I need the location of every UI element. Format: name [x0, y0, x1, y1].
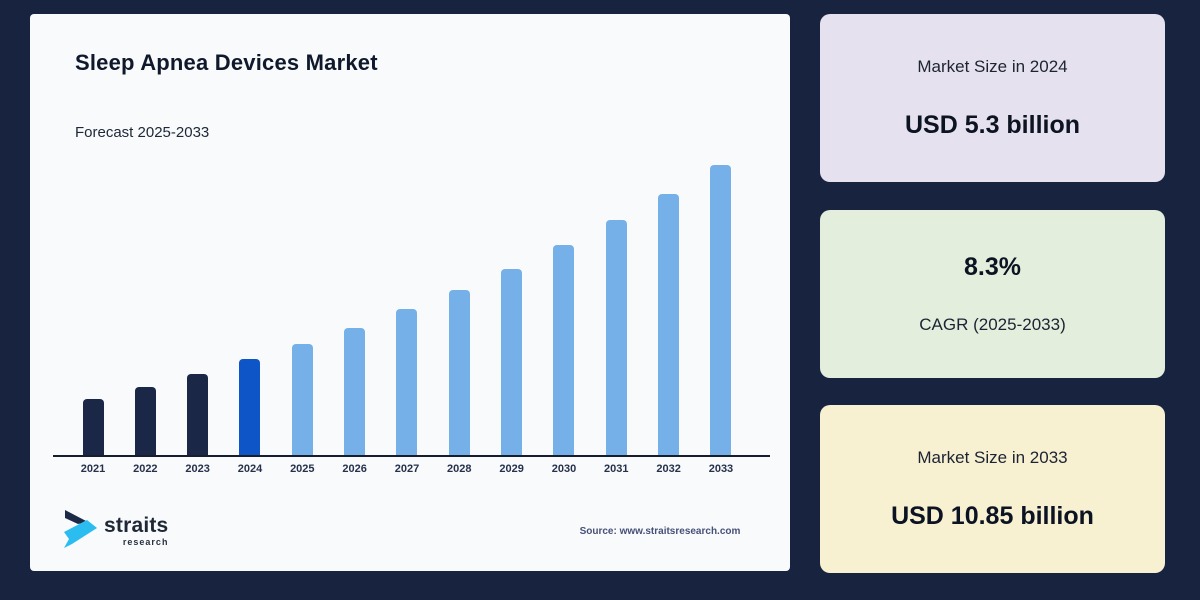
bar-2033 — [710, 165, 732, 455]
x-tick-2029: 2029 — [499, 463, 524, 475]
x-tick-2027: 2027 — [394, 463, 420, 475]
stat-card-label: Market Size in 2024 — [917, 57, 1068, 76]
x-tick-2033: 2033 — [708, 463, 734, 475]
stat-card-cagr: 8.3% CAGR (2025-2033) — [820, 210, 1165, 378]
stat-card-value: USD 5.3 billion — [904, 111, 1081, 139]
chart-panel: Sleep Apnea Devices Market Forecast 2025… — [30, 14, 790, 571]
x-tick-2026: 2026 — [342, 463, 367, 475]
bar-2030 — [553, 245, 575, 455]
x-tick-2032: 2032 — [656, 463, 681, 475]
x-tick-2023: 2023 — [185, 463, 210, 475]
stat-card-value: USD 10.85 billion — [891, 502, 1094, 530]
bar-2022 — [134, 387, 156, 455]
chart-subtitle: Forecast 2025-2033 — [75, 124, 210, 141]
x-tick-2025: 2025 — [290, 463, 315, 475]
bar-2024 — [239, 359, 261, 455]
source-attribution: Source: www.straitsresearch.com — [579, 526, 741, 537]
x-axis-ticks: 2021 2022 2023 2024 2025 2026 2027 2028 2029 2030… — [53, 463, 770, 479]
stat-card-market-size-2033: Market Size in 2033 USD 10.85 billion — [820, 405, 1165, 573]
x-tick-2030: 2030 — [551, 463, 577, 475]
bar-2027 — [396, 309, 418, 455]
logo-arrow-icon — [60, 506, 100, 555]
bar-2025 — [291, 344, 313, 455]
bar-2028 — [448, 290, 470, 455]
page-title: Sleep Apnea Devices Market — [75, 50, 378, 75]
bar-2032 — [658, 194, 680, 455]
straits-research-logo: straits research — [60, 506, 168, 555]
logo-name: straits — [104, 513, 169, 537]
x-tick-2021: 2021 — [80, 463, 106, 475]
logo-subname: research — [122, 536, 169, 547]
x-tick-2028: 2028 — [447, 463, 472, 475]
stat-card-label: Market Size in 2033 — [917, 448, 1068, 467]
bar-2021 — [82, 399, 104, 455]
bar-2026 — [344, 328, 366, 455]
plot-area — [53, 140, 770, 457]
stat-card-value: 8.3% — [964, 253, 1021, 281]
x-tick-2031: 2031 — [604, 463, 629, 475]
stat-card-label: CAGR (2025-2033) — [919, 315, 1066, 334]
bar-2029 — [501, 269, 523, 455]
stat-card-market-size-2024: Market Size in 2024 USD 5.3 billion — [820, 14, 1165, 182]
bar-2023 — [187, 374, 209, 455]
x-tick-2024: 2024 — [237, 463, 263, 475]
x-tick-2022: 2022 — [133, 463, 158, 475]
bar-2031 — [605, 220, 627, 455]
